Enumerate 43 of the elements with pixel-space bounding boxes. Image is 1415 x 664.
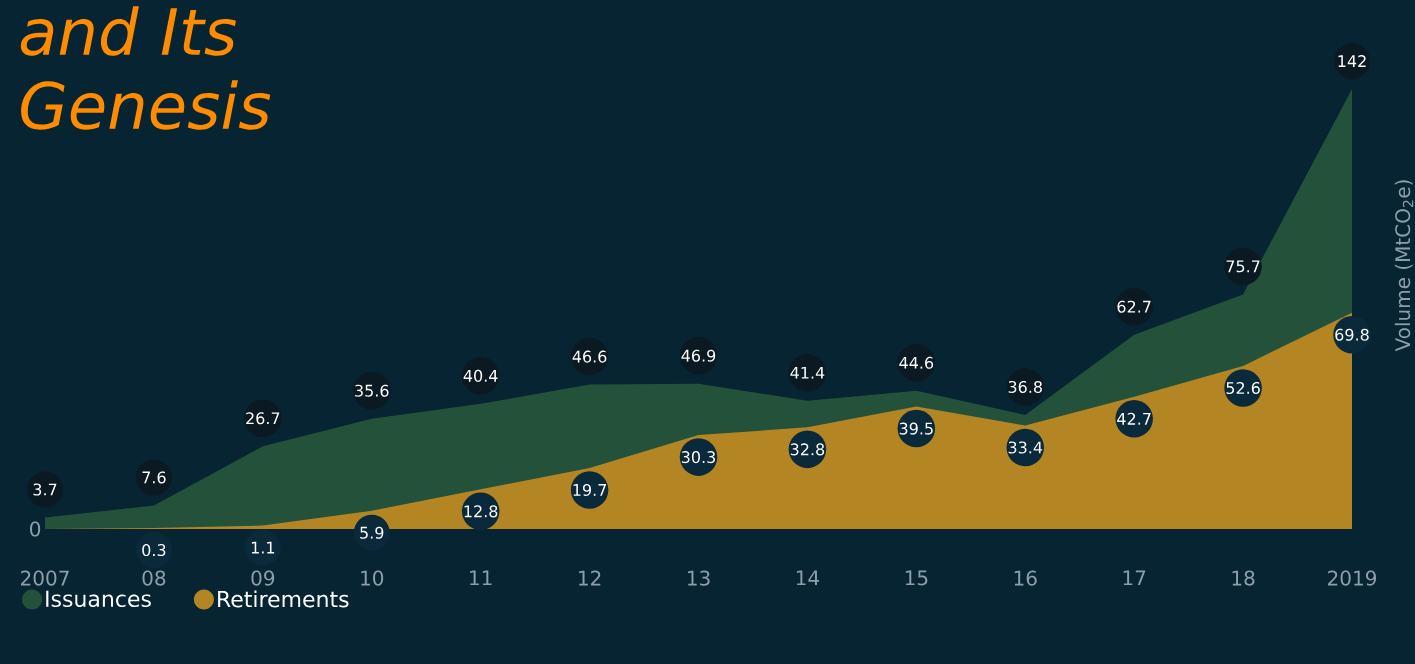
x-tick-label: 18 bbox=[1232, 570, 1255, 586]
x-tick-label: 15 bbox=[905, 570, 928, 586]
x-tick-label: 11 bbox=[470, 570, 492, 586]
data-label: 39.5 bbox=[899, 422, 933, 435]
data-label: 32.8 bbox=[790, 443, 825, 456]
y-axis-title: Volume (MtCO$_{2}$e) bbox=[1394, 180, 1414, 352]
x-tick-label: 14 bbox=[796, 570, 820, 586]
data-label: 62.7 bbox=[1117, 300, 1151, 313]
data-label: 19.7 bbox=[573, 483, 607, 496]
x-tick-label: 10 bbox=[361, 570, 384, 586]
chart-title: and Its Genesis bbox=[20, 6, 271, 130]
x-tick-label: 13 bbox=[687, 570, 710, 586]
annotation: 0 bbox=[30, 521, 41, 537]
x-tick-label: 08 bbox=[142, 570, 166, 586]
data-label: 52.6 bbox=[1226, 381, 1260, 395]
data-label: 30.3 bbox=[681, 451, 716, 464]
data-label: 46.9 bbox=[681, 349, 716, 362]
x-tick-label: 2019 bbox=[1328, 570, 1377, 586]
data-label: 26.7 bbox=[246, 412, 280, 425]
data-label: 12.8 bbox=[464, 505, 498, 518]
data-label: 142 bbox=[1338, 55, 1366, 67]
data-label: 7.6 bbox=[142, 471, 166, 484]
x-tick-label: 09 bbox=[251, 570, 275, 586]
data-label: 69.8 bbox=[1335, 328, 1369, 341]
data-label: 41.4 bbox=[790, 366, 825, 379]
data-label: 33.4 bbox=[1008, 441, 1043, 454]
data-label: 3.7 bbox=[33, 483, 57, 496]
x-tick-label: 2007 bbox=[21, 570, 69, 586]
data-label: 5.9 bbox=[360, 526, 384, 539]
data-label: 40.4 bbox=[463, 369, 498, 382]
data-label: 44.6 bbox=[899, 356, 934, 369]
data-label: 0.3 bbox=[142, 544, 166, 557]
data-label: 42.7 bbox=[1117, 412, 1151, 425]
x-tick-label: 17 bbox=[1123, 570, 1146, 586]
x-tick-label: 12 bbox=[579, 570, 601, 586]
data-label: 46.6 bbox=[572, 350, 607, 363]
data-label: 75.7 bbox=[1226, 260, 1260, 273]
data-label: 35.6 bbox=[355, 384, 389, 397]
data-label: 36.8 bbox=[1008, 380, 1042, 394]
data-label: 1.1 bbox=[251, 541, 275, 554]
x-tick-label: 16 bbox=[1014, 570, 1037, 586]
legend-label: Issuances bbox=[46, 590, 151, 608]
legend-label: Retirements bbox=[218, 590, 349, 608]
